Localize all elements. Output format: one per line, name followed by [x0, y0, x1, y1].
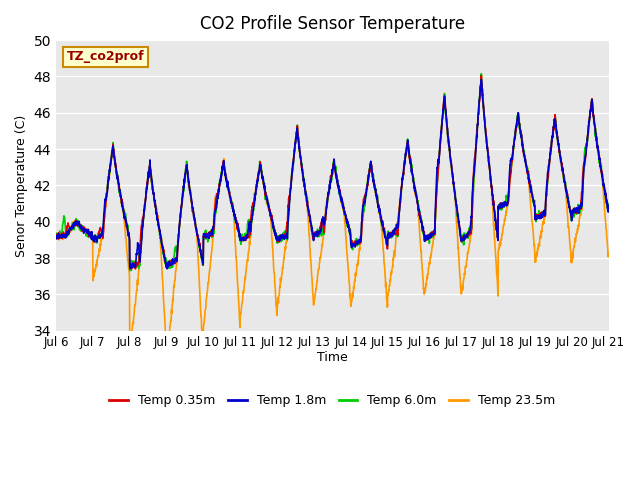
Temp 6.0m	[572, 211, 579, 216]
Temp 0.35m	[360, 194, 368, 200]
Temp 23.5m	[493, 276, 501, 281]
Temp 1.8m	[556, 153, 564, 159]
Temp 6.0m	[360, 204, 368, 209]
Line: Temp 23.5m: Temp 23.5m	[56, 75, 609, 358]
Temp 0.35m	[207, 230, 214, 236]
Temp 0.35m	[477, 72, 485, 78]
Temp 1.8m	[163, 266, 171, 272]
Temp 6.0m	[556, 152, 564, 158]
Temp 23.5m	[52, 230, 60, 236]
Temp 0.35m	[605, 204, 612, 209]
Temp 23.5m	[163, 355, 170, 361]
Legend: Temp 0.35m, Temp 1.8m, Temp 6.0m, Temp 23.5m: Temp 0.35m, Temp 1.8m, Temp 6.0m, Temp 2…	[104, 389, 560, 412]
Temp 23.5m	[207, 261, 214, 267]
Line: Temp 6.0m: Temp 6.0m	[56, 73, 609, 271]
Temp 23.5m	[349, 290, 356, 296]
Y-axis label: Senor Temperature (C): Senor Temperature (C)	[15, 114, 28, 257]
Temp 0.35m	[493, 230, 501, 236]
Temp 0.35m	[52, 236, 60, 241]
Temp 6.0m	[349, 243, 356, 249]
Temp 23.5m	[572, 239, 579, 244]
Temp 6.0m	[605, 201, 612, 206]
Temp 23.5m	[605, 250, 612, 256]
Temp 23.5m	[477, 72, 485, 78]
Temp 0.35m	[556, 154, 564, 159]
Temp 1.8m	[349, 243, 356, 249]
Temp 0.35m	[132, 266, 140, 272]
Text: TZ_co2prof: TZ_co2prof	[67, 50, 145, 63]
X-axis label: Time: Time	[317, 351, 348, 364]
Temp 1.8m	[360, 201, 368, 206]
Temp 1.8m	[52, 234, 60, 240]
Temp 6.0m	[207, 233, 214, 239]
Temp 6.0m	[493, 232, 501, 238]
Temp 0.35m	[349, 240, 356, 246]
Temp 1.8m	[207, 232, 214, 238]
Temp 23.5m	[360, 201, 368, 207]
Temp 6.0m	[126, 268, 134, 274]
Temp 23.5m	[556, 154, 564, 159]
Title: CO2 Profile Sensor Temperature: CO2 Profile Sensor Temperature	[200, 15, 465, 33]
Temp 0.35m	[572, 208, 579, 214]
Temp 6.0m	[477, 71, 485, 76]
Line: Temp 1.8m: Temp 1.8m	[56, 80, 609, 269]
Temp 1.8m	[572, 209, 579, 215]
Line: Temp 0.35m: Temp 0.35m	[56, 75, 609, 269]
Temp 1.8m	[493, 228, 501, 234]
Temp 1.8m	[477, 77, 485, 83]
Temp 1.8m	[605, 203, 612, 208]
Temp 6.0m	[52, 233, 60, 239]
